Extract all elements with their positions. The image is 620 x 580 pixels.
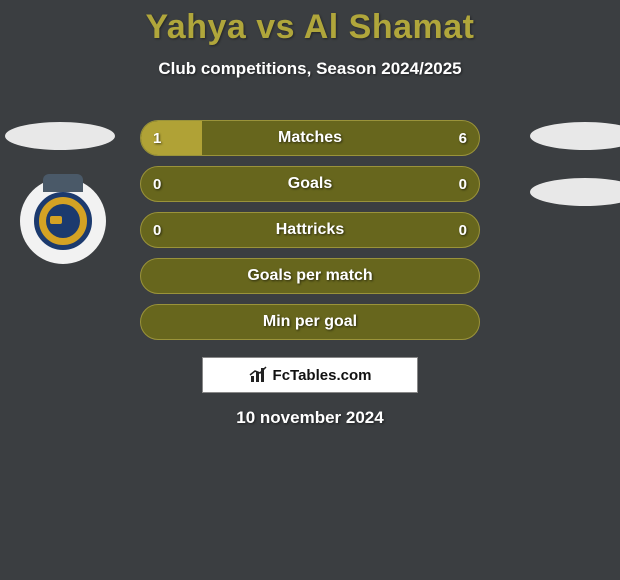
stat-row: Min per goal [140, 304, 480, 340]
stat-label: Hattricks [141, 213, 479, 247]
stat-label: Min per goal [141, 305, 479, 339]
comparison-bars: Matches16Goals00Hattricks00Goals per mat… [140, 120, 480, 350]
stat-row: Matches1 6 [140, 120, 480, 156]
stat-value-right: 0 [447, 167, 479, 201]
stat-row: Goals0 0 [140, 166, 480, 202]
player-right-oval-2 [530, 178, 620, 206]
stat-value-right: 6 [447, 121, 479, 155]
stat-row: Goals per match [140, 258, 480, 294]
stat-value-left: 1 [141, 121, 173, 155]
chart-icon [249, 366, 269, 384]
date-text: 10 november 2024 [0, 408, 620, 428]
stat-value-right: 0 [447, 213, 479, 247]
page-title: Yahya vs Al Shamat [0, 0, 620, 47]
brand-text: FcTables.com [273, 367, 372, 384]
club-badge [20, 178, 120, 266]
brand-box[interactable]: FcTables.com [202, 357, 418, 393]
stat-label: Matches [141, 121, 479, 155]
stat-label: Goals [141, 167, 479, 201]
stat-row: Hattricks0 0 [140, 212, 480, 248]
stat-value-left: 0 [141, 213, 173, 247]
stat-value-left: 0 [141, 167, 173, 201]
stat-label: Goals per match [141, 259, 479, 293]
player-right-oval-1 [530, 122, 620, 150]
player-left-oval [5, 122, 115, 150]
page-subtitle: Club competitions, Season 2024/2025 [0, 59, 620, 79]
